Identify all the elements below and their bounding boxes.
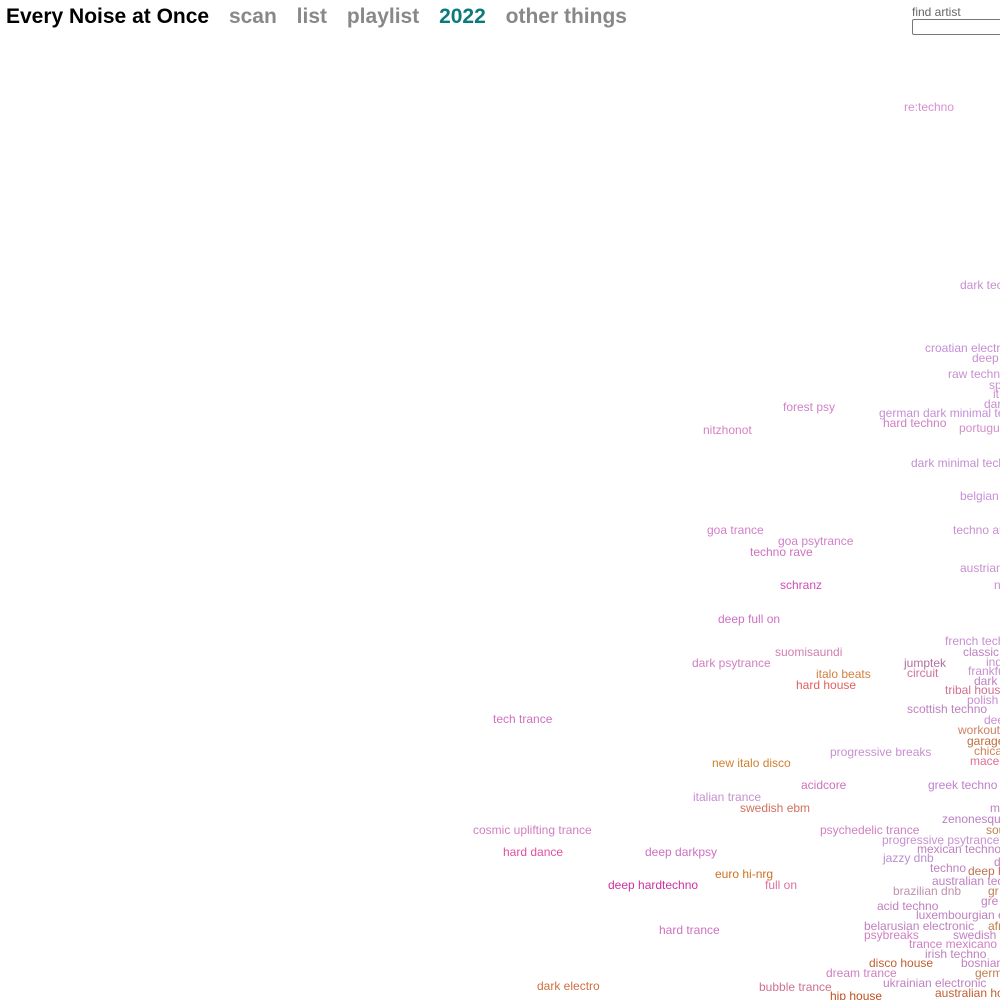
genre-label[interactable]: portugue	[959, 421, 1000, 435]
genre-label[interactable]: garage	[967, 734, 1000, 748]
genre-label[interactable]: frankfu	[968, 664, 1000, 678]
genre-label[interactable]: australian tech	[932, 874, 1000, 888]
nav-link[interactable]: list	[296, 5, 328, 28]
genre-label[interactable]: acidcore	[801, 778, 847, 792]
genre-label[interactable]: sou	[986, 823, 1000, 837]
genre-label[interactable]: psychedelic trance	[820, 823, 920, 837]
search-input[interactable]	[912, 19, 1000, 35]
genre-label[interactable]: dark tec	[960, 278, 1000, 292]
genre-label[interactable]: zenonesque	[942, 812, 1000, 826]
genre-label[interactable]: greek techno	[928, 778, 998, 792]
genre-label[interactable]: italo beats	[816, 667, 871, 681]
genre-label[interactable]: deep full on	[718, 612, 781, 626]
genre-label[interactable]: swedish t	[953, 928, 1000, 942]
genre-label[interactable]: tech trance	[493, 712, 553, 726]
genre-label[interactable]: gr	[988, 884, 999, 898]
genre-label[interactable]: deep h	[968, 864, 1000, 878]
genre-label[interactable]: psybreaks	[864, 928, 919, 942]
genre-label[interactable]: belarusian electronic	[864, 919, 975, 933]
genre-label[interactable]: chica	[974, 744, 1000, 758]
genre-label[interactable]: brazilian dnb	[893, 884, 962, 898]
genre-label[interactable]: progressive psytrance	[882, 833, 1000, 847]
genre-label[interactable]: schranz	[780, 578, 823, 592]
genre-label[interactable]: hard dance	[503, 845, 564, 859]
genre-label[interactable]: germ	[975, 966, 1000, 980]
genre-label[interactable]: goa psytrance	[778, 534, 854, 548]
genre-label[interactable]: techno rave	[750, 545, 813, 559]
search-box: find artist	[912, 5, 1000, 35]
genre-label[interactable]: goa trance	[707, 523, 764, 537]
genre-label[interactable]: techno	[930, 861, 967, 875]
genre-label[interactable]: trance mexicano	[909, 937, 998, 951]
genre-label[interactable]: jumptek	[904, 656, 947, 670]
genre-label[interactable]: hard techno	[883, 416, 947, 430]
genre-label[interactable]: hard trance	[659, 923, 720, 937]
genre-label[interactable]: full on	[765, 878, 798, 892]
genre-label[interactable]: bosnian	[961, 956, 1000, 970]
genre-label[interactable]: luxembourgian el	[916, 908, 1000, 922]
genre-label[interactable]: croatian electro	[925, 341, 1000, 355]
genre-label[interactable]: forest psy	[783, 400, 836, 414]
genre-label[interactable]: swedish ebm	[740, 801, 811, 815]
genre-label[interactable]: dee	[984, 713, 1000, 727]
genre-label[interactable]: gre	[981, 894, 999, 908]
genre-label[interactable]: workout	[958, 723, 1000, 737]
genre-label[interactable]: polish	[967, 693, 999, 707]
genre-label[interactable]: cosmic uplifting trance	[473, 823, 592, 837]
genre-label[interactable]: austrian	[960, 561, 1000, 575]
genre-label[interactable]: deep	[972, 351, 999, 365]
genre-label[interactable]: dar	[984, 397, 1000, 411]
genre-label[interactable]: nitzhonot	[703, 423, 752, 437]
genre-label[interactable]: techno ar	[953, 523, 1000, 537]
header: Every Noise at Once scan list playlist 2…	[6, 5, 641, 29]
genre-label[interactable]: d	[994, 855, 1000, 869]
genre-label[interactable]: bubble trance	[759, 980, 832, 994]
genre-label[interactable]: ind	[986, 655, 1000, 669]
genre-label[interactable]: tribal house	[945, 683, 1000, 697]
genre-label[interactable]: hard house	[796, 678, 857, 692]
genre-label[interactable]: hip house	[830, 989, 883, 1000]
genre-label[interactable]: new italo disco	[712, 756, 791, 770]
genre-label[interactable]: dark psytrance	[692, 656, 771, 670]
genre-label[interactable]: disco house	[869, 956, 934, 970]
genre-label[interactable]: dark electro	[537, 979, 600, 993]
nav-link[interactable]: playlist	[346, 5, 420, 28]
genre-label[interactable]: scottish techno	[907, 702, 988, 716]
genre-label[interactable]: progressive breaks	[830, 745, 932, 759]
genre-label[interactable]: deep darkpsy	[645, 845, 718, 859]
genre-label[interactable]: acid techno	[877, 899, 939, 913]
genre-label[interactable]: ukrainian electronic	[883, 976, 987, 990]
site-title: Every Noise at Once	[6, 5, 210, 28]
nav-link[interactable]: other things	[505, 5, 627, 28]
genre-label[interactable]: n	[994, 578, 1000, 592]
genre-label[interactable]: it	[993, 387, 999, 401]
genre-label[interactable]: raw techno	[948, 367, 1000, 381]
genre-label[interactable]: deep hardtechno	[608, 878, 699, 892]
genre-label[interactable]: dark	[974, 674, 998, 688]
genre-label[interactable]: australian ho	[935, 986, 1000, 1000]
genre-label[interactable]: m	[990, 801, 1000, 815]
genre-label[interactable]: sp	[989, 378, 1000, 392]
genre-label[interactable]: dream trance	[826, 966, 897, 980]
genre-label[interactable]: german dark minimal tec	[879, 406, 1000, 420]
genre-label[interactable]: re:techno	[904, 100, 955, 114]
nav-link[interactable]: scan	[228, 5, 277, 28]
search-label: find artist	[912, 5, 961, 19]
genre-label[interactable]: irish techno	[925, 947, 987, 961]
genre-label[interactable]: belgian t	[960, 489, 1000, 503]
genre-label[interactable]: jazzy dnb	[883, 851, 934, 865]
nav-link[interactable]: 2022	[439, 5, 486, 28]
genre-label[interactable]: italian trance	[693, 790, 762, 804]
genre-label[interactable]: circuit	[907, 666, 939, 680]
genre-label[interactable]: euro hi-nrg	[715, 867, 774, 881]
genre-label[interactable]: french tech	[945, 634, 1000, 648]
genre-label[interactable]: suomisaundi	[775, 645, 843, 659]
genre-label[interactable]: afr	[988, 919, 1000, 933]
genre-label[interactable]: mexican techno	[917, 842, 1000, 856]
genre-label[interactable]: classic	[963, 645, 1000, 659]
genre-label[interactable]: dark minimal tech	[911, 456, 1000, 470]
genre-label[interactable]: maced	[970, 754, 1000, 768]
